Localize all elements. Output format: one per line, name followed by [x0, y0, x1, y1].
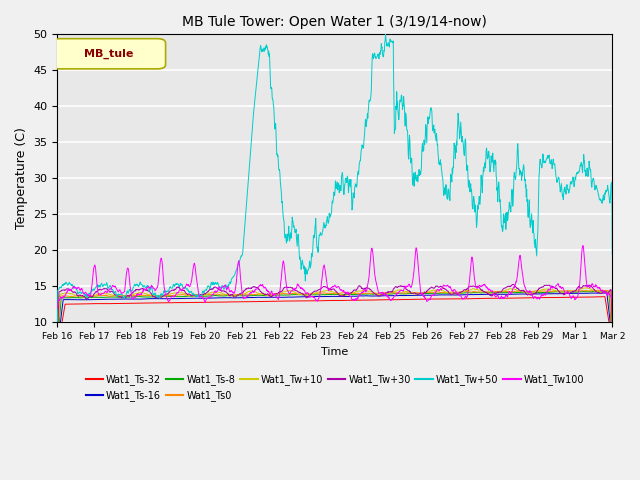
Wat1_Tw100	[493, 292, 501, 298]
Legend: Wat1_Ts-32, Wat1_Ts-16, Wat1_Ts-8, Wat1_Ts0, Wat1_Tw+10, Wat1_Tw+30, Wat1_Tw+50,: Wat1_Ts-32, Wat1_Ts-16, Wat1_Ts-8, Wat1_…	[82, 370, 588, 405]
Wat1_Ts-16	[177, 296, 184, 301]
Wat1_Ts-32	[609, 340, 616, 346]
Wat1_Ts0	[239, 291, 246, 297]
X-axis label: Time: Time	[321, 347, 348, 357]
Wat1_Tw+50	[494, 199, 502, 204]
Wat1_Tw+30	[510, 281, 518, 287]
Wat1_Tw+10	[239, 292, 246, 298]
Wat1_Tw+10	[54, 342, 61, 348]
Wat1_Ts0	[163, 293, 171, 299]
Wat1_Tw+30	[163, 291, 171, 297]
Wat1_Tw100	[54, 305, 61, 311]
Line: Wat1_Tw+50: Wat1_Tw+50	[58, 35, 612, 322]
Wat1_Ts-32	[421, 296, 429, 302]
Wat1_Tw+10	[177, 290, 184, 296]
Wat1_Tw+50	[239, 248, 246, 253]
Wat1_Tw100	[579, 243, 587, 249]
Wat1_Ts-8	[597, 288, 605, 294]
Wat1_Ts-8	[177, 294, 184, 300]
Wat1_Tw+50	[177, 282, 184, 288]
Text: MB_tule: MB_tule	[84, 49, 133, 59]
Wat1_Tw+50	[54, 319, 61, 325]
Wat1_Ts0	[177, 292, 184, 298]
Wat1_Ts-16	[163, 296, 171, 301]
Wat1_Ts0	[596, 287, 604, 293]
Wat1_Tw100	[239, 293, 246, 299]
Wat1_Tw+30	[493, 289, 501, 295]
Wat1_Tw+50	[609, 252, 616, 257]
Wat1_Ts-16	[239, 295, 246, 300]
Wat1_Ts-32	[493, 295, 501, 301]
Title: MB Tule Tower: Open Water 1 (3/19/14-now): MB Tule Tower: Open Water 1 (3/19/14-now…	[182, 15, 487, 29]
Wat1_Ts-16	[421, 292, 429, 298]
Wat1_Ts0	[54, 339, 61, 345]
Wat1_Tw+10	[609, 331, 616, 336]
Wat1_Tw100	[609, 305, 616, 311]
Wat1_Ts-8	[421, 291, 429, 297]
Y-axis label: Temperature (C): Temperature (C)	[15, 127, 28, 229]
Wat1_Ts-8	[543, 289, 550, 295]
Wat1_Ts0	[421, 289, 429, 295]
Wat1_Ts-32	[54, 347, 61, 352]
Wat1_Tw100	[543, 291, 550, 297]
Wat1_Tw+30	[421, 289, 429, 295]
Wat1_Ts-8	[609, 335, 616, 340]
Wat1_Tw100	[421, 295, 429, 301]
Wat1_Tw+10	[163, 292, 171, 298]
Wat1_Ts-16	[493, 291, 501, 297]
Line: Wat1_Ts-32: Wat1_Ts-32	[58, 297, 612, 349]
Line: Wat1_Ts0: Wat1_Ts0	[58, 290, 612, 342]
Line: Wat1_Tw100: Wat1_Tw100	[58, 246, 612, 308]
Wat1_Tw+50	[421, 135, 429, 141]
Wat1_Ts0	[543, 288, 550, 294]
Wat1_Ts-32	[600, 294, 608, 300]
Wat1_Tw+50	[543, 156, 550, 162]
Wat1_Tw+10	[543, 287, 550, 292]
Wat1_Ts0	[609, 336, 616, 342]
Wat1_Tw+30	[609, 326, 616, 332]
Wat1_Ts-16	[609, 337, 616, 343]
Wat1_Tw+30	[543, 282, 550, 288]
Wat1_Tw+10	[493, 290, 501, 296]
FancyBboxPatch shape	[52, 39, 166, 69]
Wat1_Tw+50	[163, 288, 171, 294]
Wat1_Ts0	[493, 288, 501, 294]
Wat1_Tw+10	[421, 289, 429, 295]
Wat1_Tw+10	[581, 285, 589, 291]
Wat1_Tw+30	[177, 287, 184, 292]
Wat1_Tw100	[177, 287, 184, 292]
Wat1_Tw+30	[239, 290, 246, 296]
Wat1_Ts-32	[177, 300, 184, 305]
Wat1_Ts-8	[54, 343, 61, 349]
Wat1_Ts-8	[493, 289, 501, 295]
Wat1_Ts-8	[163, 293, 171, 299]
Line: Wat1_Tw+10: Wat1_Tw+10	[58, 288, 612, 345]
Wat1_Ts-32	[163, 300, 171, 306]
Wat1_Tw100	[163, 297, 171, 302]
Wat1_Tw+30	[54, 341, 61, 347]
Wat1_Ts-32	[239, 299, 246, 305]
Line: Wat1_Ts-8: Wat1_Ts-8	[58, 291, 612, 346]
Wat1_Ts-16	[543, 291, 550, 297]
Wat1_Ts-16	[589, 290, 596, 296]
Wat1_Ts-8	[239, 293, 246, 299]
Wat1_Ts-32	[543, 295, 550, 300]
Wat1_Tw+50	[381, 32, 389, 37]
Line: Wat1_Tw+30: Wat1_Tw+30	[58, 284, 612, 344]
Line: Wat1_Ts-16: Wat1_Ts-16	[58, 293, 612, 347]
Wat1_Ts-16	[54, 344, 61, 350]
